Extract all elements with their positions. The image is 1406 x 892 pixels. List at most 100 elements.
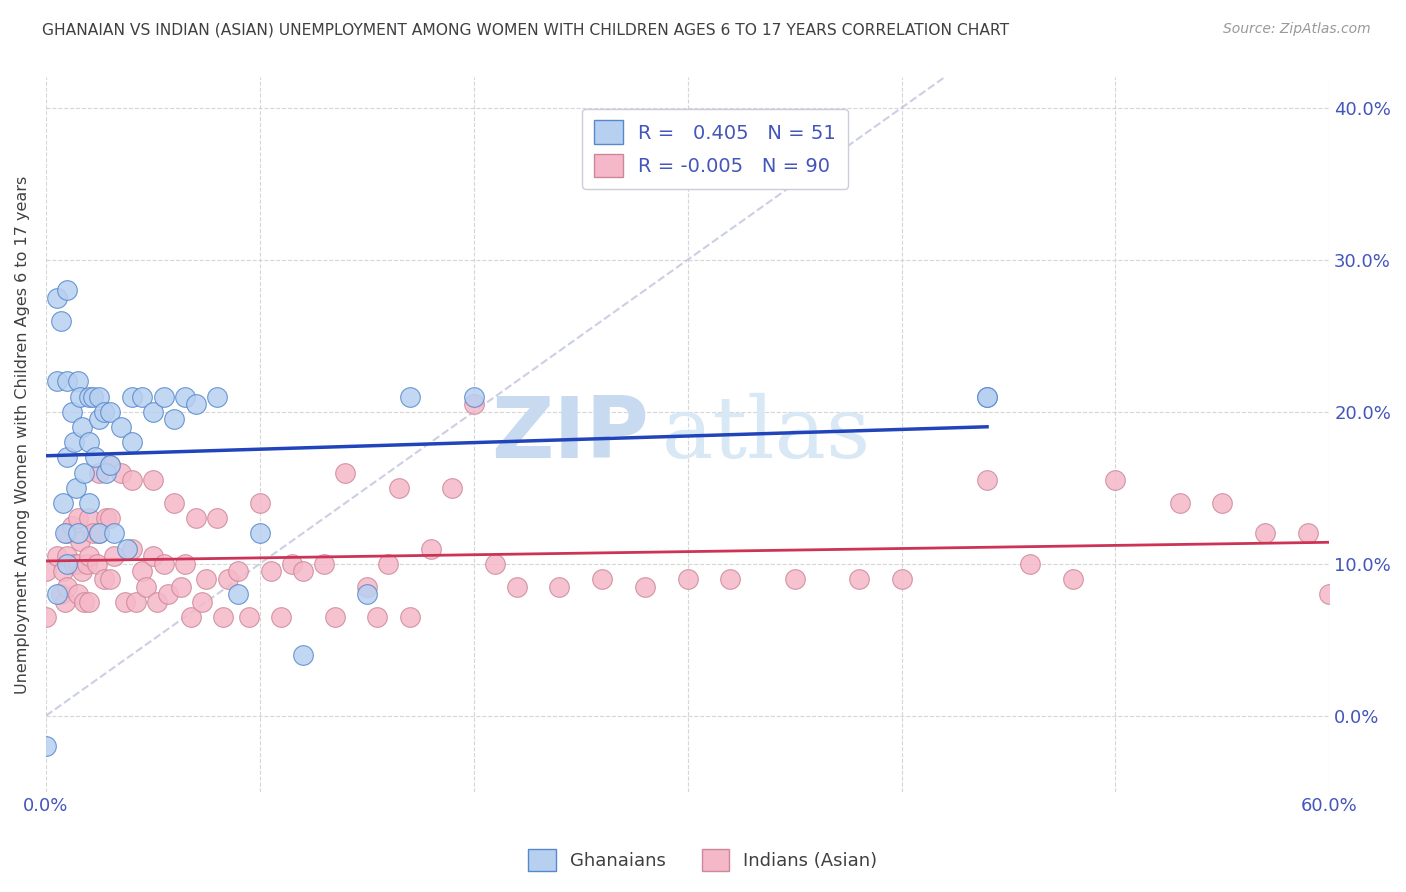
Point — [53, 595, 76, 609]
Point — [110, 466, 132, 480]
Point — [163, 496, 186, 510]
Point — [98, 572, 121, 586]
Point — [56, 450, 79, 465]
Point — [152, 390, 174, 404]
Point — [89, 526, 111, 541]
Point — [1018, 557, 1040, 571]
Point — [291, 648, 314, 662]
Point — [117, 541, 139, 556]
Point — [205, 511, 228, 525]
Point — [121, 390, 143, 404]
Point — [45, 549, 67, 563]
Point — [72, 420, 94, 434]
Point — [77, 549, 100, 563]
Point — [56, 557, 79, 571]
Point — [98, 405, 121, 419]
Point — [89, 412, 111, 426]
Point — [152, 557, 174, 571]
Point — [73, 595, 96, 609]
Point — [312, 557, 335, 571]
Point — [180, 610, 202, 624]
Point — [121, 473, 143, 487]
Point — [212, 610, 235, 624]
Point — [69, 390, 91, 404]
Point — [56, 283, 79, 297]
Point — [356, 580, 378, 594]
Point — [142, 549, 165, 563]
Point — [1317, 587, 1340, 601]
Point — [217, 572, 239, 586]
Point — [131, 565, 153, 579]
Point — [1104, 473, 1126, 487]
Point — [77, 435, 100, 450]
Point — [93, 405, 115, 419]
Point — [103, 549, 125, 563]
Point — [67, 526, 90, 541]
Point — [62, 435, 84, 450]
Point — [56, 375, 79, 389]
Point — [76, 557, 98, 571]
Point — [184, 397, 207, 411]
Point — [976, 473, 998, 487]
Point — [146, 595, 169, 609]
Point — [249, 526, 271, 541]
Point — [114, 595, 136, 609]
Point — [366, 610, 388, 624]
Point — [45, 291, 67, 305]
Point — [174, 557, 197, 571]
Point — [848, 572, 870, 586]
Point — [548, 580, 571, 594]
Point — [142, 405, 165, 419]
Point — [174, 390, 197, 404]
Point — [388, 481, 411, 495]
Point — [131, 390, 153, 404]
Point — [45, 375, 67, 389]
Point — [228, 587, 250, 601]
Point — [53, 526, 76, 541]
Point — [56, 580, 79, 594]
Point — [67, 511, 90, 525]
Point — [976, 390, 998, 404]
Point — [291, 565, 314, 579]
Point — [69, 533, 91, 548]
Point — [89, 466, 111, 480]
Point — [259, 565, 281, 579]
Point — [77, 390, 100, 404]
Text: Source: ZipAtlas.com: Source: ZipAtlas.com — [1223, 22, 1371, 37]
Point — [60, 518, 83, 533]
Point — [191, 595, 214, 609]
Point — [270, 610, 292, 624]
Point — [420, 541, 443, 556]
Point — [135, 580, 157, 594]
Point — [1296, 526, 1319, 541]
Point — [98, 511, 121, 525]
Point — [142, 473, 165, 487]
Point — [77, 496, 100, 510]
Point — [67, 375, 90, 389]
Y-axis label: Unemployment Among Women with Children Ages 6 to 17 years: Unemployment Among Women with Children A… — [15, 176, 30, 694]
Point — [98, 458, 121, 472]
Point — [156, 587, 179, 601]
Point — [56, 526, 79, 541]
Point — [1062, 572, 1084, 586]
Point — [45, 587, 67, 601]
Legend: Ghanaians, Indians (Asian): Ghanaians, Indians (Asian) — [522, 842, 884, 879]
Point — [228, 565, 250, 579]
Point — [163, 412, 186, 426]
Point — [72, 565, 94, 579]
Point — [65, 481, 87, 495]
Point — [591, 572, 613, 586]
Point — [195, 572, 218, 586]
Point — [125, 595, 148, 609]
Point — [86, 557, 108, 571]
Point — [441, 481, 464, 495]
Point — [121, 435, 143, 450]
Point — [49, 313, 72, 327]
Point — [35, 565, 58, 579]
Point — [976, 390, 998, 404]
Point — [718, 572, 741, 586]
Point — [463, 397, 485, 411]
Point — [184, 511, 207, 525]
Point — [93, 572, 115, 586]
Point — [1211, 496, 1233, 510]
